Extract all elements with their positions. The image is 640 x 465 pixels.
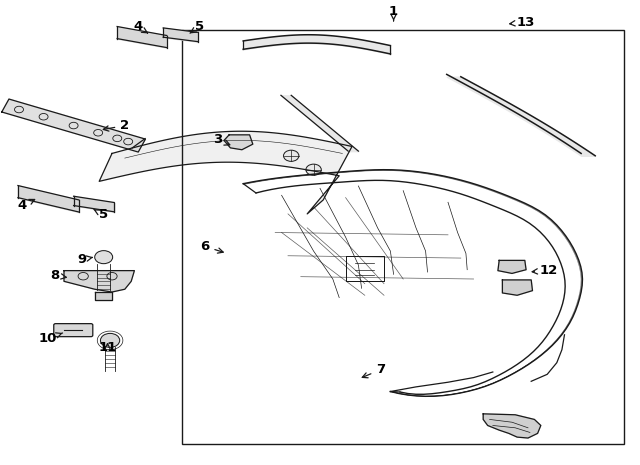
Text: 3: 3 <box>213 133 230 146</box>
Text: 8: 8 <box>50 269 67 282</box>
Text: 12: 12 <box>532 264 558 277</box>
Bar <box>182 30 624 444</box>
Text: 9: 9 <box>77 253 92 266</box>
FancyBboxPatch shape <box>54 324 93 337</box>
Circle shape <box>95 251 113 264</box>
Text: 1: 1 <box>389 5 398 21</box>
Polygon shape <box>95 292 112 300</box>
Text: 13: 13 <box>509 16 535 29</box>
Polygon shape <box>64 271 134 292</box>
Polygon shape <box>498 260 526 273</box>
Circle shape <box>100 333 120 347</box>
Text: 4: 4 <box>18 199 35 212</box>
Text: 5: 5 <box>190 20 204 33</box>
Polygon shape <box>2 99 145 152</box>
Circle shape <box>306 164 321 175</box>
Text: 4: 4 <box>133 20 148 33</box>
Polygon shape <box>502 280 532 295</box>
Text: 11: 11 <box>99 341 116 354</box>
Text: 6: 6 <box>200 240 223 253</box>
Polygon shape <box>483 414 541 438</box>
Polygon shape <box>99 131 352 214</box>
Text: 5: 5 <box>94 208 108 221</box>
Polygon shape <box>224 135 253 150</box>
Text: 7: 7 <box>362 363 385 378</box>
Circle shape <box>284 150 299 161</box>
Text: 2: 2 <box>103 119 129 132</box>
Text: 10: 10 <box>39 332 63 345</box>
